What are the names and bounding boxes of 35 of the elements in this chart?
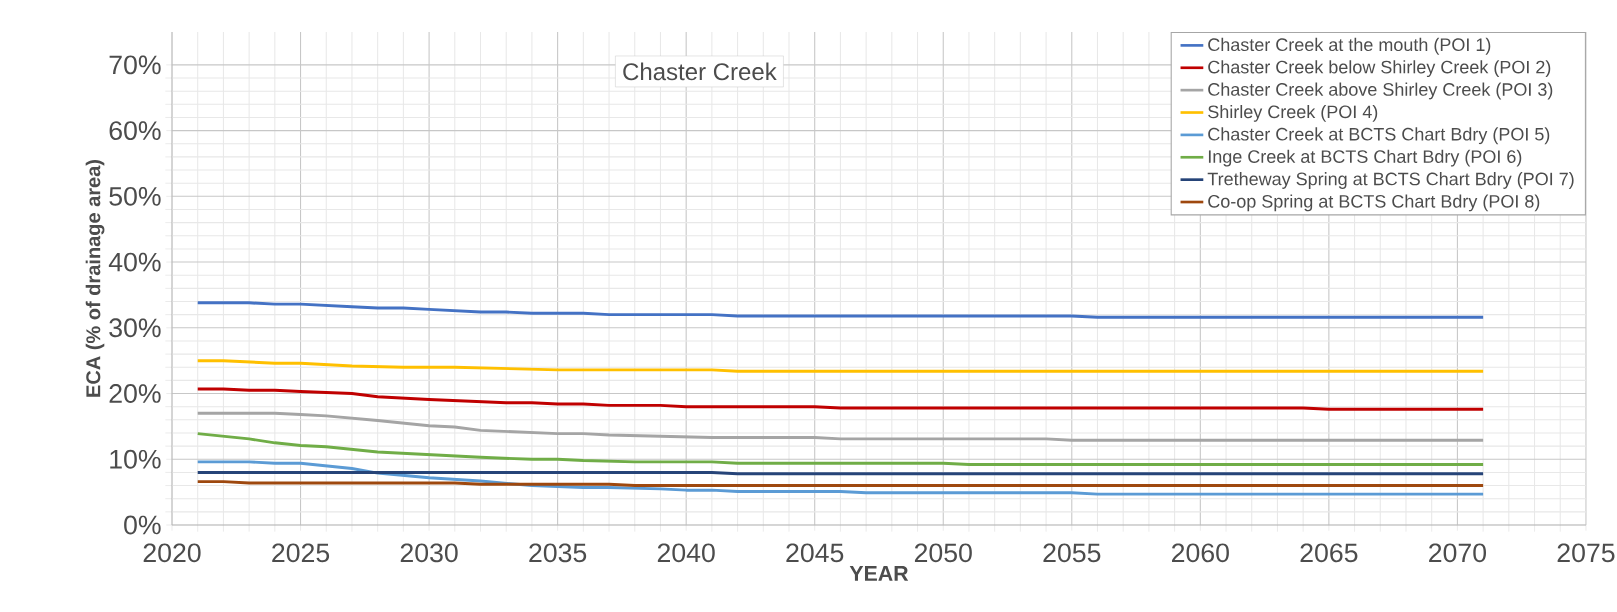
legend-label: Chaster Creek at the mouth (POI 1) (1208, 37, 1491, 55)
line-series (196, 301, 1485, 319)
x-axis-title: YEAR (849, 566, 909, 581)
legend-label: Inge Creek at BCTS Chart Bdry (POI 6) (1208, 149, 1522, 167)
x-tick-label: 2035 (529, 543, 587, 563)
x-tick-label: 2065 (1300, 543, 1358, 563)
y-tick-label: 40% (108, 252, 161, 272)
x-tick-label: 2060 (1172, 543, 1229, 563)
y-tick-label: 20% (109, 384, 161, 403)
y-tick-label: 30% (109, 318, 161, 338)
x-tick-label: 2075 (1557, 543, 1615, 563)
legend-label: Chaster Creek at BCTS Chart Bdry (POI 5) (1208, 127, 1550, 145)
legend-label: Chaster Creek below Shirley Creek (POI 2) (1208, 60, 1551, 78)
legend-label: Co-op Spring at BCTS Chart Bdry (POI 8) (1208, 194, 1540, 212)
x-tick-label: 2020 (143, 543, 201, 563)
legend-label: Tretheway Spring at BCTS Chart Bdry (POI 7) (1207, 172, 1574, 189)
x-tick-label: 2070 (1429, 543, 1487, 563)
y-tick-label: 10% (110, 449, 161, 469)
y-tick-label: 60% (109, 121, 161, 141)
x-tick-label: 2025 (272, 543, 330, 563)
x-tick-label: 2040 (657, 543, 715, 563)
x-tick-label: 2030 (400, 543, 458, 563)
y-tick-label: 0% (124, 515, 161, 535)
line-series (196, 387, 1485, 411)
legend-label: Shirley Creek (POI 4) (1208, 104, 1378, 122)
y-axis-title: ECA (% of drainage area) (85, 160, 105, 397)
text: Chaster Creek (623, 62, 777, 81)
x-tick-label: 2055 (1043, 543, 1101, 563)
y-tick-label: 50% (109, 186, 161, 206)
legend-label: Chaster Creek above Shirley Creek (POI 3) (1208, 82, 1553, 100)
x-tick-label: 2050 (914, 543, 972, 563)
line-series (196, 411, 1485, 442)
x-tick-label: 2045 (786, 543, 844, 563)
y-tick-label: 70% (109, 55, 161, 75)
line-series (196, 460, 1485, 496)
